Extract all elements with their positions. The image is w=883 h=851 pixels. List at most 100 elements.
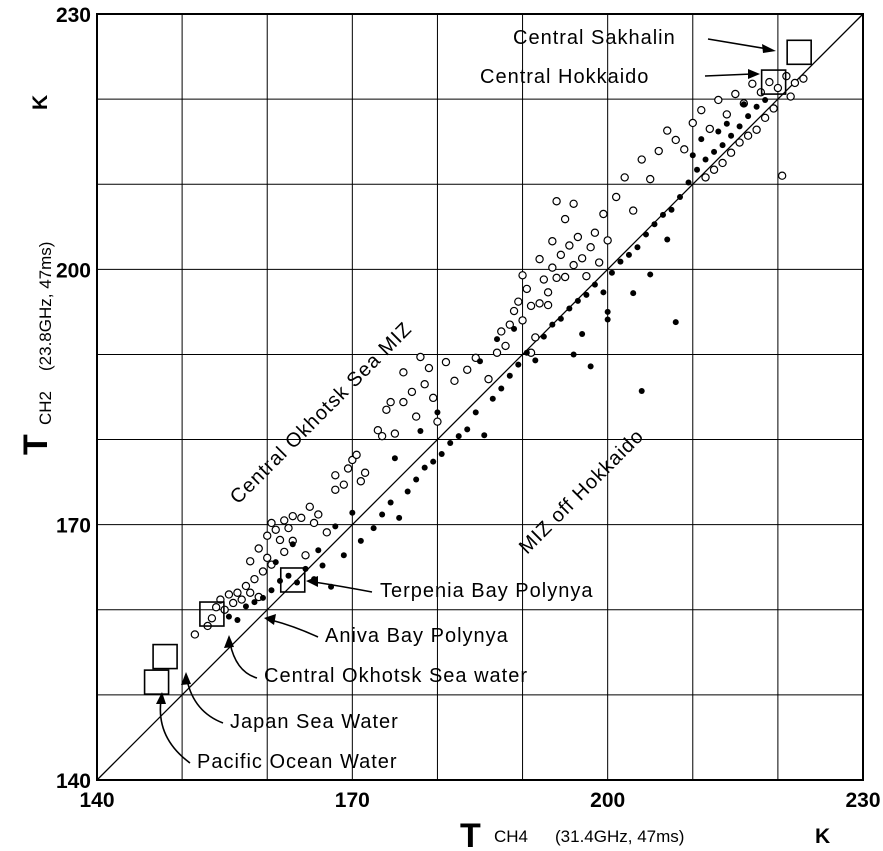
- data-point-filled: [604, 308, 611, 315]
- data-point-filled: [259, 594, 266, 601]
- data-point-filled: [434, 409, 441, 416]
- data-point-open: [518, 316, 527, 325]
- data-point-open: [526, 301, 536, 311]
- data-point-open: [433, 417, 442, 426]
- data-point-open: [314, 510, 323, 519]
- data-point-open: [463, 365, 472, 374]
- data-point-filled: [349, 509, 356, 516]
- data-point-open: [590, 228, 600, 237]
- data-point-open: [305, 502, 314, 511]
- data-point-open: [518, 271, 527, 280]
- data-point-filled: [702, 156, 709, 163]
- data-point-open: [254, 544, 263, 553]
- data-point-filled: [617, 258, 624, 265]
- data-point-open: [360, 468, 370, 477]
- data-point-filled: [357, 537, 364, 544]
- data-point-open: [309, 518, 319, 528]
- data-point-filled: [689, 152, 696, 159]
- data-point-filled: [736, 123, 743, 130]
- data-point-open: [543, 288, 553, 297]
- data-point-open: [386, 397, 395, 407]
- data-point-filled: [642, 231, 649, 238]
- data-point-open: [245, 557, 255, 566]
- data-point-open: [535, 254, 544, 264]
- data-point-open: [411, 412, 421, 421]
- data-point-open: [697, 105, 706, 115]
- data-point-open: [603, 236, 612, 245]
- data-point-open: [548, 263, 557, 272]
- data-point-open: [288, 511, 297, 521]
- y-axis-symbol: T: [17, 434, 55, 455]
- data-point-open: [552, 197, 561, 206]
- data-point-filled: [728, 132, 735, 139]
- annotation-terpenia-bay-polynya: Terpenia Bay Polynya: [380, 580, 593, 602]
- x-axis-unit: K: [815, 825, 830, 848]
- data-point-filled: [289, 541, 296, 548]
- data-point-filled: [566, 305, 573, 312]
- arrowhead-central-sakhalin: [762, 44, 776, 53]
- data-point-open: [565, 241, 574, 250]
- data-point-open: [233, 588, 242, 597]
- y-axis-label: T CH2 (23.8GHz, 47ms): [17, 242, 55, 455]
- data-point-filled: [600, 289, 607, 296]
- data-point-open: [322, 528, 331, 537]
- data-point-filled: [515, 361, 522, 368]
- data-point-open: [556, 250, 566, 260]
- data-point-open: [343, 464, 353, 473]
- data-point-filled: [677, 193, 684, 200]
- data-point-open: [420, 380, 429, 389]
- data-point-filled: [579, 331, 586, 338]
- data-point-open: [407, 387, 417, 397]
- data-point-filled: [532, 357, 539, 364]
- water-type-box: [199, 601, 225, 627]
- data-point-filled: [404, 488, 411, 495]
- data-point-open: [577, 254, 587, 263]
- data-point-open: [224, 590, 234, 599]
- x-axis-detail: (31.4GHz, 47ms): [555, 827, 684, 846]
- data-point-open: [680, 145, 689, 154]
- data-point-open: [399, 397, 408, 407]
- arrowhead-central-okhotsk-water: [224, 635, 234, 648]
- leader-central-sakhalin: [707, 38, 769, 50]
- data-point-open: [743, 131, 753, 140]
- data-point-open: [654, 146, 663, 156]
- data-point-filled: [268, 587, 275, 594]
- leader-japan-sea: [186, 679, 224, 724]
- water-type-boxes: [143, 39, 812, 695]
- tick-labels: 140 170 200 230 140 170 200 230: [56, 4, 881, 812]
- data-point-open: [705, 124, 715, 134]
- data-point-open: [769, 104, 778, 113]
- plot-frame: [96, 13, 864, 781]
- data-point-filled: [438, 451, 445, 458]
- data-point-open: [267, 518, 276, 528]
- data-point-filled: [332, 523, 339, 530]
- data-point-open: [492, 348, 502, 357]
- data-point-filled: [715, 128, 722, 135]
- data-point-filled: [417, 428, 424, 435]
- data-point-open: [790, 78, 800, 88]
- data-point-open: [535, 299, 544, 308]
- data-point-open: [377, 431, 387, 441]
- data-point-open: [760, 113, 770, 123]
- data-point-filled: [272, 559, 279, 566]
- y-tick-label: 140: [56, 770, 91, 793]
- x-axis-subscript: CH4: [494, 827, 528, 846]
- annotation-aniva-bay-polynya: Aniva Bay Polynya: [325, 625, 509, 647]
- data-point-open: [416, 352, 425, 362]
- data-point-open: [228, 598, 238, 608]
- data-point-open: [620, 173, 629, 182]
- grid: [97, 14, 863, 780]
- data-point-filled: [549, 321, 556, 328]
- data-point-open: [718, 158, 727, 168]
- leader-terpenia: [313, 581, 373, 593]
- data-point-filled: [370, 525, 377, 532]
- data-point-filled: [574, 297, 581, 304]
- data-point-open: [250, 574, 259, 584]
- data-point-open: [514, 297, 523, 306]
- data-point-filled: [242, 603, 249, 610]
- data-point-open: [646, 174, 655, 184]
- data-point-open: [501, 341, 510, 351]
- data-point-filled: [604, 316, 611, 323]
- data-point-filled: [668, 206, 675, 213]
- data-point-open: [722, 110, 732, 119]
